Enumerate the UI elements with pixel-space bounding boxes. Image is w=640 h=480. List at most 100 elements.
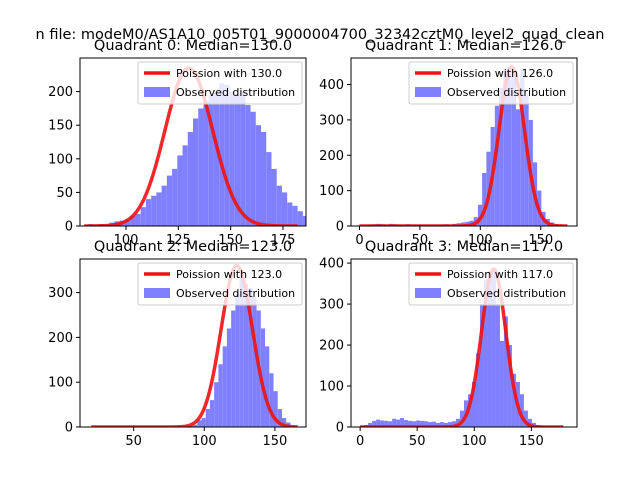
figure-suptitle: n file: modeM0/AS1A10_005T01_9000004700_… bbox=[36, 27, 605, 43]
histogram-bar bbox=[269, 373, 274, 427]
axes-frame bbox=[350, 258, 578, 428]
y-tick-label: 0 bbox=[65, 220, 73, 235]
axes-frame bbox=[350, 57, 578, 227]
histogram-bar bbox=[477, 204, 483, 226]
histogram-bar bbox=[483, 279, 488, 427]
histogram-bar bbox=[266, 152, 272, 226]
histogram-bar bbox=[234, 94, 241, 226]
histogram-bar bbox=[376, 419, 381, 427]
histogram-bar bbox=[281, 418, 287, 427]
histogram-bar bbox=[193, 118, 199, 226]
legend-hist-label: Observed distribution bbox=[447, 86, 566, 99]
x-tick-label: 150 bbox=[528, 233, 553, 248]
histogram-bar bbox=[243, 283, 249, 427]
x-tick-label: 50 bbox=[409, 434, 426, 449]
histogram-bar bbox=[416, 420, 421, 427]
y-tick-label: 0 bbox=[336, 421, 344, 436]
histogram-bar bbox=[467, 394, 472, 427]
y-tick-label: 50 bbox=[56, 186, 73, 201]
histogram-bar bbox=[252, 297, 257, 427]
histogram-bar bbox=[140, 207, 146, 226]
legend-box bbox=[137, 262, 303, 306]
histogram-bar bbox=[161, 185, 167, 226]
histogram-bar bbox=[240, 91, 246, 226]
histogram-bar bbox=[408, 420, 413, 427]
legend: Poission with 126.0 Observed distribution bbox=[408, 61, 574, 105]
histogram-bar bbox=[396, 419, 401, 427]
legend-fit-label: Poission with 123.0 bbox=[176, 268, 282, 281]
histogram-bar bbox=[456, 418, 461, 427]
quadrant-2-panel: Quadrant 2: Median=123.0 50 100 150 0 100 200 3… bbox=[48, 239, 307, 449]
histogram-bar bbox=[255, 125, 262, 226]
histogram-bar bbox=[187, 131, 193, 226]
histogram-bar bbox=[479, 304, 484, 427]
histogram-bar bbox=[156, 192, 162, 226]
histogram-bar bbox=[368, 422, 373, 427]
histogram-bar bbox=[515, 109, 521, 226]
histogram-bar bbox=[271, 168, 277, 226]
histogram-bar bbox=[203, 101, 209, 226]
quadrant-1-title: Quadrant 1: Median=126.0 bbox=[365, 38, 563, 54]
histogram-bar bbox=[166, 175, 173, 226]
x-tick-label: 100 bbox=[468, 233, 493, 248]
histogram-bar bbox=[297, 211, 303, 226]
histogram-bar bbox=[239, 274, 244, 427]
histogram-bar bbox=[222, 346, 227, 427]
histogram-bar bbox=[448, 422, 453, 427]
legend-hist-swatch bbox=[415, 87, 441, 97]
histogram-bar bbox=[460, 410, 464, 427]
histogram-bar bbox=[388, 421, 393, 427]
histogram-bar bbox=[193, 424, 198, 427]
x-tick-label: 0 bbox=[355, 233, 363, 248]
poisson-fit-line bbox=[359, 267, 565, 427]
histogram-bar bbox=[491, 271, 496, 427]
legend-hist-swatch bbox=[144, 288, 170, 298]
x-tick-label: 150 bbox=[263, 434, 288, 449]
histogram-bar bbox=[511, 73, 516, 226]
y-tick-label: 100 bbox=[319, 184, 344, 199]
legend-hist-swatch bbox=[415, 288, 441, 298]
histogram-bar bbox=[277, 409, 282, 427]
histogram bbox=[184, 274, 291, 427]
histogram-bar bbox=[440, 422, 445, 427]
y-tick-label: 100 bbox=[48, 376, 73, 391]
histogram-bar bbox=[201, 418, 206, 427]
y-tick-label: 400 bbox=[319, 78, 344, 93]
histogram-bar bbox=[209, 400, 215, 427]
histogram-bar bbox=[494, 105, 500, 226]
x-tick-label: 50 bbox=[412, 233, 429, 248]
histogram-bar bbox=[475, 353, 480, 427]
y-tick-label: 300 bbox=[319, 298, 344, 313]
histogram-bar bbox=[172, 168, 178, 226]
histogram-bar bbox=[151, 195, 157, 226]
histogram-bar bbox=[224, 84, 230, 226]
histogram-bar bbox=[130, 215, 136, 226]
y-tick-label: 0 bbox=[336, 220, 344, 235]
histogram-bar bbox=[265, 346, 270, 427]
histogram-bar bbox=[229, 91, 235, 226]
legend-box bbox=[408, 262, 574, 306]
histogram-bar bbox=[503, 70, 508, 226]
axes-frame bbox=[79, 57, 307, 227]
x-tick-label: 100 bbox=[192, 434, 217, 449]
quadrant-0-panel: Quadrant 0: Median=130.0 100 125 150 175 0 50 1… bbox=[48, 38, 307, 248]
histogram-bar bbox=[219, 83, 225, 226]
histogram-bar bbox=[208, 94, 214, 226]
axes-frame bbox=[79, 258, 307, 428]
histogram-bar bbox=[523, 410, 528, 427]
histogram-bar bbox=[527, 418, 532, 427]
histogram-bar bbox=[273, 391, 278, 427]
histogram-bar bbox=[281, 192, 288, 226]
histogram-bar bbox=[250, 111, 256, 226]
histogram-bar bbox=[245, 105, 251, 226]
x-tick-label: 0 bbox=[356, 434, 364, 449]
quadrant-3-panel: Quadrant 3: Median=117.0 0 50 100 150 0 100 200… bbox=[319, 239, 578, 449]
histogram-bar bbox=[135, 213, 141, 226]
histogram-bar bbox=[384, 420, 389, 427]
y-tick-label: 100 bbox=[48, 152, 73, 167]
histogram-bar bbox=[197, 420, 202, 427]
histogram-bar bbox=[226, 328, 232, 427]
quadrant-2-title: Quadrant 2: Median=123.0 bbox=[94, 239, 292, 255]
histogram-bar bbox=[218, 364, 223, 427]
histogram-bar bbox=[124, 219, 131, 226]
